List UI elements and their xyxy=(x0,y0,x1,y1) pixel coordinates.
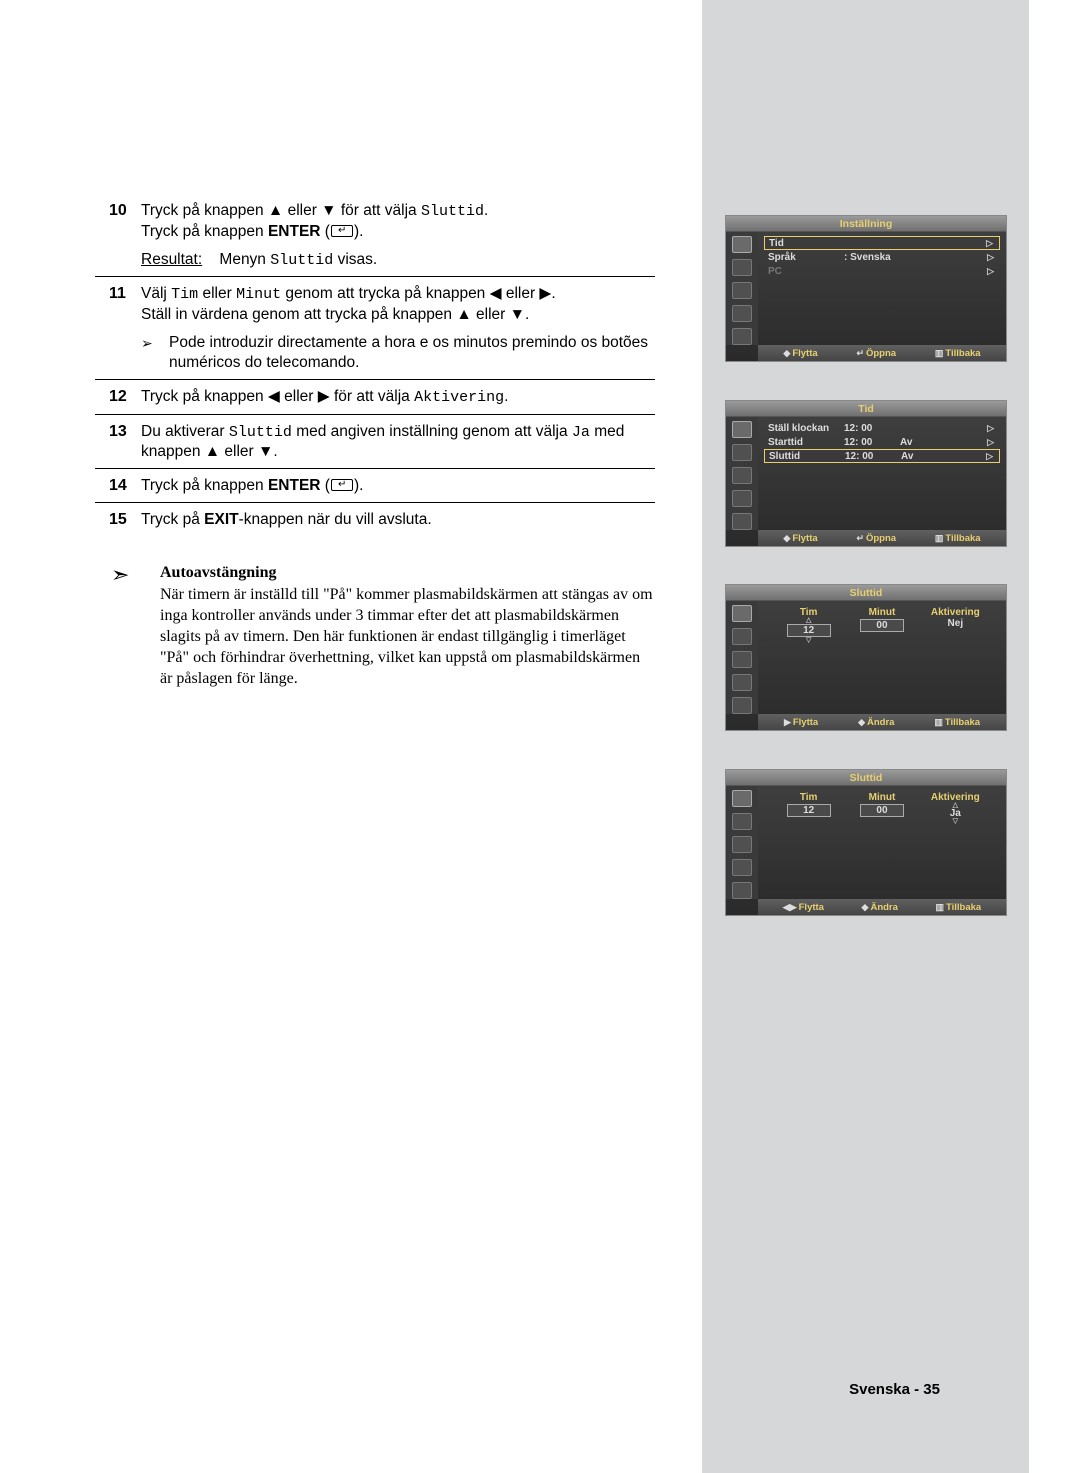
osd-side xyxy=(726,232,758,345)
osd-side-icon xyxy=(732,697,752,714)
step-11: 11 Välj Tim eller Minut genom att trycka… xyxy=(95,279,655,380)
step-number: 15 xyxy=(95,510,141,530)
osd-side xyxy=(726,417,758,530)
step-15: 15 Tryck på EXIT-knappen när du vill avs… xyxy=(95,505,655,536)
osd-title: Sluttid xyxy=(726,585,1006,601)
osd-side-icon xyxy=(732,421,752,438)
osd-main: Tid ▷ Språk : Svenska ▷ PC ▷ xyxy=(758,232,1006,345)
osd-screenshot: Inställning Tid ▷ Språk : Svenska ▷ PC ▷… xyxy=(725,215,1007,362)
step-number: 11 xyxy=(95,284,141,373)
step-body: Välj Tim eller Minut genom att trycka på… xyxy=(141,284,655,373)
osd-footer: ◆Flytta ↵Öppna ▥Tillbaka xyxy=(758,345,1006,361)
step-number: 13 xyxy=(95,422,141,463)
osd-side-icon xyxy=(732,674,752,691)
step-12: 12 Tryck på knappen ◀ eller ▶ för att vä… xyxy=(95,382,655,415)
step-number: 14 xyxy=(95,476,141,496)
osd-side xyxy=(726,786,758,899)
osd-side-icon xyxy=(732,859,752,876)
osd-side-icon xyxy=(732,259,752,276)
osd-footer: ▶Flytta ◆Ändra ▥Tillbaka xyxy=(758,714,1006,730)
osd-row: Tid ▷ xyxy=(764,236,1000,250)
osd-row: Sluttid 12: 00 Av ▷ xyxy=(764,449,1000,463)
osd-side-icon xyxy=(732,790,752,807)
osd-row: Språk : Svenska ▷ xyxy=(764,250,1000,264)
osd-column: Aktivering Nej xyxy=(925,607,985,643)
enter-icon xyxy=(331,225,353,237)
note-text: När timern är inställd till "På" kommer … xyxy=(160,586,653,687)
osd-side-icon xyxy=(732,605,752,622)
step-body: Tryck på knappen ENTER (). xyxy=(141,476,655,496)
osd-column: Minut 00 xyxy=(852,607,912,643)
step-14: 14 Tryck på knappen ENTER (). xyxy=(95,471,655,503)
step-10: 10 Tryck på knappen ▲ eller ▼ för att vä… xyxy=(95,196,655,277)
enter-icon xyxy=(331,479,353,491)
step-body: Tryck på knappen ◀ eller ▶ för att välja… xyxy=(141,387,655,408)
osd-title: Sluttid xyxy=(726,770,1006,786)
osd-column: Tim 12 xyxy=(779,792,839,824)
osd-side xyxy=(726,601,758,714)
osd-screenshot: Sluttid Tim △ 12 ▽ Minut 00 Aktivering N… xyxy=(725,584,1007,731)
osd-main: Tim 12 Minut 00 Aktivering △ Ja ▽ xyxy=(758,786,1006,899)
osd-main: Tim △ 12 ▽ Minut 00 Aktivering Nej xyxy=(758,601,1006,714)
step-number: 10 xyxy=(95,201,141,270)
step-body: Tryck på knappen ▲ eller ▼ för att välja… xyxy=(141,201,655,270)
osd-side-icon xyxy=(732,467,752,484)
osd-main: Ställ klockan 12: 00 ▷ Starttid 12: 00 A… xyxy=(758,417,1006,530)
osd-row: PC ▷ xyxy=(764,264,1000,278)
osd-side-icon xyxy=(732,328,752,345)
instruction-steps: 10 Tryck på knappen ▲ eller ▼ för att vä… xyxy=(95,196,655,689)
osd-side-icon xyxy=(732,513,752,530)
step-body: Tryck på EXIT-knappen när du vill avslut… xyxy=(141,510,655,530)
note-title: Autoavstängning xyxy=(160,564,276,581)
osd-side-icon xyxy=(732,651,752,668)
osd-footer: ◆Flytta ↵Öppna ▥Tillbaka xyxy=(758,530,1006,546)
osd-title: Tid xyxy=(726,401,1006,417)
step-number: 12 xyxy=(95,387,141,408)
osd-screenshot: Sluttid Tim 12 Minut 00 Aktivering △ Ja … xyxy=(725,769,1007,916)
osd-column: Minut 00 xyxy=(852,792,912,824)
step-body: Du aktiverar Sluttid med angiven inställ… xyxy=(141,422,655,463)
osd-side-icon xyxy=(732,305,752,322)
osd-row: Starttid 12: 00 Av ▷ xyxy=(764,435,1000,449)
osd-column: Aktivering △ Ja ▽ xyxy=(925,792,985,824)
note-autoavstangning: ➣ Autoavstängning När timern är inställd… xyxy=(95,562,655,689)
osd-side-icon xyxy=(732,882,752,899)
osd-side-icon xyxy=(732,490,752,507)
osd-title: Inställning xyxy=(726,216,1006,232)
osd-row: Ställ klockan 12: 00 ▷ xyxy=(764,421,1000,435)
osd-column: Tim △ 12 ▽ xyxy=(779,607,839,643)
osd-footer: ◀▶Flytta ◆Ändra ▥Tillbaka xyxy=(758,899,1006,915)
osd-screenshot: Tid Ställ klockan 12: 00 ▷ Starttid 12: … xyxy=(725,400,1007,547)
osd-side-icon xyxy=(732,282,752,299)
osd-side-icon xyxy=(732,836,752,853)
osd-side-icon xyxy=(732,813,752,830)
osd-side-icon xyxy=(732,236,752,253)
note-arrow-icon: ➣ xyxy=(95,562,160,689)
osd-side-icon xyxy=(732,628,752,645)
sub-arrow-icon: ➢ xyxy=(141,333,169,373)
step-13: 13 Du aktiverar Sluttid med angiven inst… xyxy=(95,417,655,470)
page-number: Svenska - 35 xyxy=(849,1381,940,1398)
osd-side-icon xyxy=(732,444,752,461)
